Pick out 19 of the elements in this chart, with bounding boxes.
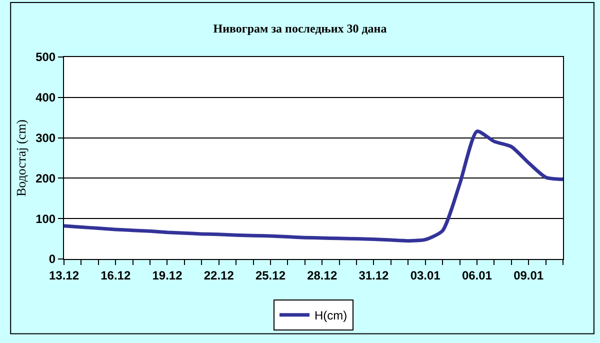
y-tick-label: 300	[36, 131, 56, 145]
chart-title: Нивограм за последњих 30 дана	[213, 21, 387, 36]
y-tick-label: 0	[48, 252, 56, 266]
x-tick-label: 19.12	[152, 268, 183, 282]
x-tick-label: 25.12	[255, 268, 286, 282]
y-tick-label: 100	[36, 212, 56, 226]
x-tick-label: 28.12	[307, 268, 338, 282]
x-tick-label: 09.01	[514, 268, 544, 282]
y-axis-title: Водостај (cm)	[14, 119, 29, 197]
x-tick-label: 22.12	[204, 268, 234, 282]
y-tick-label: 400	[36, 90, 56, 105]
y-tick-label: 200	[36, 171, 56, 186]
x-tick-label: 06.01	[462, 268, 492, 282]
x-tick-label: 13.12	[48, 268, 80, 282]
x-tick-label: 03.01	[410, 268, 441, 282]
x-tick-label: 16.12	[100, 268, 131, 282]
x-tick-label: 31.12	[358, 268, 390, 282]
legend-label: H(cm)	[314, 308, 348, 323]
y-tick-label: 500	[36, 50, 56, 64]
